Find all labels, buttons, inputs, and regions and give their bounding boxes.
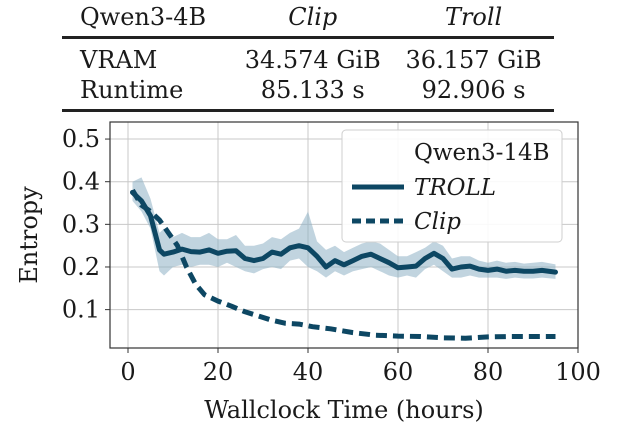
table-cell-clip: 34.574 GiB xyxy=(244,45,381,74)
legend-box xyxy=(341,129,563,243)
x-axis-label: Wallclock Time (hours) xyxy=(204,396,484,424)
y-tick-label: 0.3 xyxy=(62,210,100,238)
stats-table: Qwen3-4B Clip Troll VRAM 34.574 GiB 36.1… xyxy=(62,0,554,112)
legend-title: Qwen3-14B xyxy=(414,140,550,166)
table-row-label: VRAM xyxy=(80,45,158,74)
table-row: VRAM 34.574 GiB 36.157 GiB xyxy=(62,37,554,75)
x-tick-label: 0 xyxy=(120,358,135,386)
table-header-row: Qwen3-4B Clip Troll xyxy=(62,0,554,39)
tick-layer: 0 20 40 60 80 100 0.1 0.2 0.3 0.4 0.5 xyxy=(62,125,601,386)
x-tick-label: 20 xyxy=(203,358,234,386)
x-tick-label: 40 xyxy=(293,358,324,386)
plot-frame xyxy=(109,121,579,349)
legend-label-troll: TROLL xyxy=(414,175,496,201)
legend: Qwen3-14B TROLL Clip xyxy=(341,129,563,243)
legend-label-clip: Clip xyxy=(414,209,461,235)
table-row: Runtime 85.133 s 92.906 s xyxy=(62,74,554,112)
table-header-troll: Troll xyxy=(393,0,554,39)
table-row-label: Runtime xyxy=(62,74,233,112)
x-tick-label: 80 xyxy=(473,358,504,386)
table-cell-troll: 36.157 GiB xyxy=(405,45,542,74)
line-layer xyxy=(130,188,558,341)
table-cell-troll: 92.906 s xyxy=(393,74,554,112)
series-line-troll xyxy=(130,189,558,275)
x-tick-label: 100 xyxy=(555,358,601,386)
y-tick-label: 0.2 xyxy=(62,253,100,281)
table-header-clip: Clip xyxy=(232,0,394,39)
y-axis-label: Entropy xyxy=(15,186,43,284)
table-cell-clip: 85.133 s xyxy=(232,74,394,112)
y-tick-label: 0.1 xyxy=(62,296,100,324)
x-tick-label: 60 xyxy=(383,358,414,386)
table-header-model: Qwen3-4B xyxy=(62,0,233,39)
y-tick-label: 0.5 xyxy=(62,125,100,153)
y-tick-label: 0.4 xyxy=(62,168,100,196)
series-line-clip xyxy=(130,188,556,341)
